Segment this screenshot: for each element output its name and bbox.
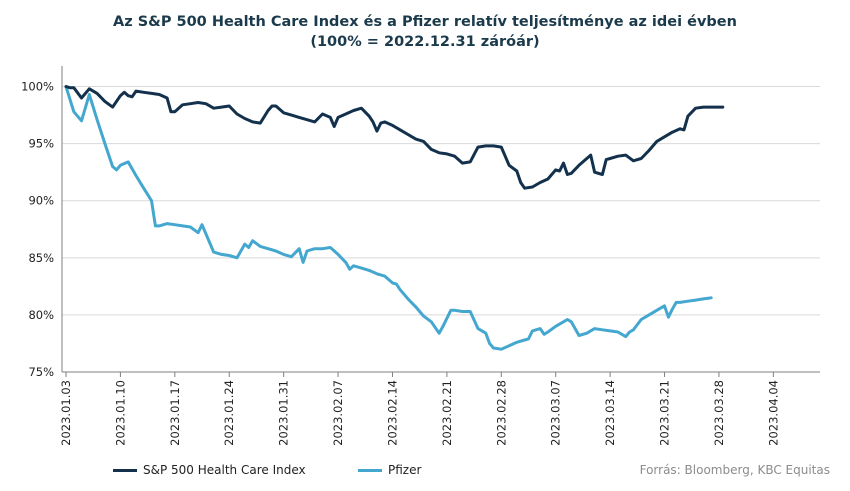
x-tick-label: 2023.01.17 — [168, 380, 182, 446]
x-tick-label: 2023.03.28 — [712, 380, 726, 446]
legend: S&P 500 Health Care Index Pfizer Forrás:… — [0, 463, 850, 483]
x-tick-label: 2023.02.21 — [440, 380, 454, 446]
legend-swatch-sp500 — [113, 468, 137, 472]
x-tick-label: 2023.03.14 — [603, 380, 617, 446]
legend-swatch-pfizer — [358, 468, 382, 472]
y-tick-label: 100% — [21, 80, 54, 94]
chart-title: Az S&P 500 Health Care Index és a Pfizer… — [113, 14, 737, 30]
y-tick-label: 75% — [28, 365, 54, 379]
axes — [61, 66, 820, 373]
x-tick-label: 2023.01.03 — [59, 380, 73, 446]
chart-title-block: Az S&P 500 Health Care Index és a Pfizer… — [0, 12, 850, 52]
x-tick-label: 2023.03.07 — [549, 380, 563, 446]
legend-item-pfizer: Pfizer — [358, 463, 421, 477]
x-tick-label: 2023.01.24 — [222, 380, 236, 446]
y-axis-ticks: 75% 80% 85% 90% 95% 100% — [21, 80, 54, 379]
x-tick-label: 2023.04.04 — [766, 380, 780, 446]
y-tick-label: 95% — [28, 137, 54, 151]
series-line-sp500-health-care — [64, 85, 725, 190]
x-tick-label: 2023.03.21 — [658, 380, 672, 446]
y-tick-label: 85% — [28, 251, 54, 265]
x-tick-label: 2023.01.10 — [113, 380, 127, 446]
x-tick-label: 2023.02.07 — [331, 380, 345, 446]
source-note: Forrás: Bloomberg, KBC Equitas — [639, 463, 830, 477]
legend-label-sp500: S&P 500 Health Care Index — [143, 463, 306, 477]
y-tick-label: 80% — [28, 308, 54, 322]
y-tick-label: 90% — [28, 194, 54, 208]
series-lines — [64, 85, 725, 351]
x-tick-label: 2023.02.28 — [494, 380, 508, 446]
x-tick-label: 2023.02.14 — [385, 380, 399, 446]
x-tick-label: 2023.01.31 — [277, 380, 291, 446]
gridlines — [62, 86, 820, 316]
legend-item-sp500: S&P 500 Health Care Index — [113, 463, 306, 477]
chart-subtitle: (100% = 2022.12.31 záróár) — [310, 34, 540, 50]
legend-label-pfizer: Pfizer — [388, 463, 422, 477]
series-line-pfizer — [64, 85, 713, 351]
x-axis-ticks: 2023.01.03 2023.01.10 2023.01.17 2023.01.24… — [59, 372, 780, 446]
